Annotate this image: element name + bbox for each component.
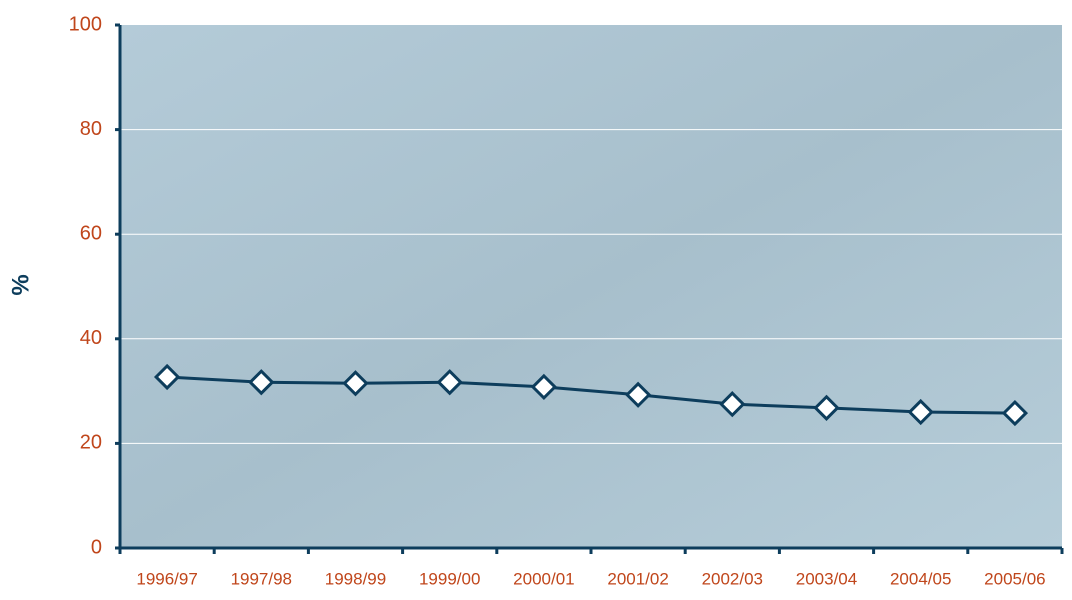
x-tick-label: 2004/05: [890, 569, 951, 588]
x-tick-label: 1999/00: [419, 569, 480, 588]
marker: [907, 398, 934, 426]
marker: [719, 391, 746, 418]
marker: [436, 369, 463, 396]
x-tick-label: 2002/03: [702, 569, 763, 588]
marker: [342, 370, 369, 397]
x-tick-label: 2003/04: [796, 569, 857, 588]
marker: [813, 394, 840, 421]
x-tick-label: 1996/97: [136, 569, 197, 588]
y-tick-label: 40: [80, 327, 102, 349]
line: [167, 375, 1015, 415]
plot-area: [120, 25, 1062, 548]
marker: [624, 381, 652, 408]
x-tick-label: 1998/99: [325, 569, 386, 588]
y-tick-label: 0: [91, 536, 102, 558]
x-tick-label: 2000/01: [513, 569, 574, 588]
y-tick-label: 100: [69, 13, 102, 35]
marker: [1001, 399, 1029, 427]
x-tick-label: 1997/98: [231, 569, 292, 588]
marker: [530, 373, 558, 401]
x-tick-label: 2005/06: [984, 569, 1045, 588]
x-tick-label: 2001/02: [607, 569, 668, 588]
marker: [248, 369, 275, 396]
y-tick-label: 60: [80, 222, 102, 244]
y-axis-label: %: [7, 274, 34, 295]
y-tick-label: 20: [80, 432, 102, 454]
marker: [153, 363, 181, 391]
y-tick-label: 80: [80, 118, 102, 140]
